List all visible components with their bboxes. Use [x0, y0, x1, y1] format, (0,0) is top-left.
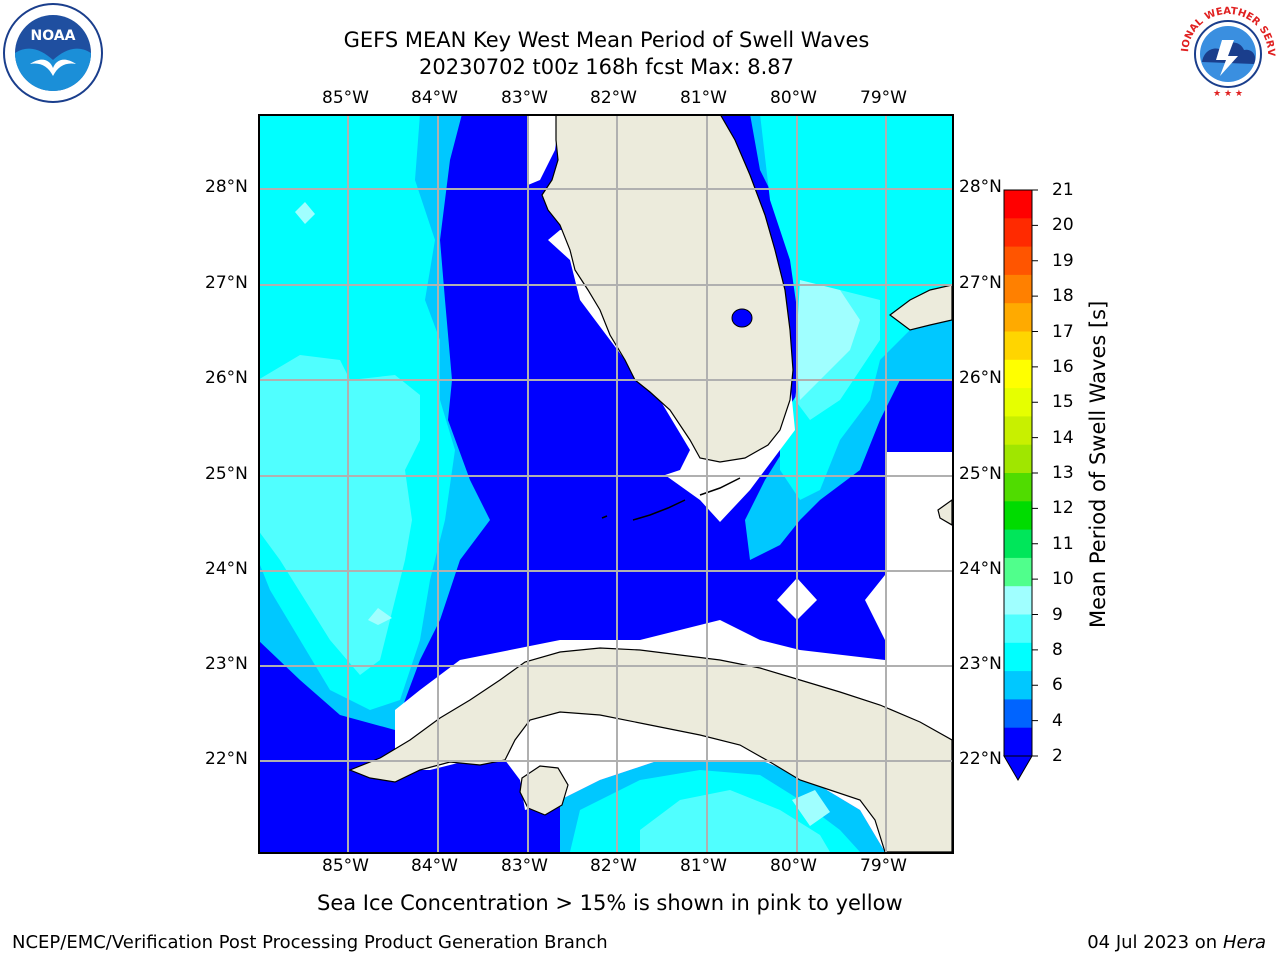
lat-label-left: 23°N [205, 654, 248, 674]
colorbar-tick-label: 20 [1052, 215, 1074, 236]
lon-label-bottom: 83°W [501, 856, 548, 876]
noaa-logo-text: NOAA [31, 28, 76, 44]
lon-label-top: 81°W [680, 88, 727, 108]
colorbar-swatches [1003, 189, 1038, 781]
lat-label-left: 28°N [205, 177, 248, 197]
chart-title-line2: 20230702 t00z 168h fcst Max: 8.87 [419, 55, 794, 79]
colorbar-tick-label: 2 [1052, 746, 1063, 766]
swell-field-8-9 [260, 290, 880, 852]
colorbar-swatch [1004, 444, 1032, 474]
lat-label-right: 27°N [959, 273, 1002, 293]
lat-label-right: 25°N [959, 464, 1002, 484]
colorbar-swatch [1004, 529, 1032, 559]
colorbar-tick-label: 6 [1052, 675, 1063, 696]
land-cuba [348, 647, 952, 852]
colorbar-swatch [1004, 359, 1032, 389]
land-bahamas [889, 284, 952, 526]
colorbar-title: Mean Period of Swell Waves [s] [1086, 300, 1110, 628]
svg-text:★ ★ ★: ★ ★ ★ [1213, 89, 1243, 99]
colorbar-swatch [1004, 614, 1032, 644]
colorbar-swatch [1004, 671, 1032, 700]
colorbar-tick-label: 15 [1052, 392, 1074, 413]
colorbar-swatch [1004, 727, 1032, 757]
lake-okeechobee [731, 308, 753, 328]
colorbar-swatch [1004, 557, 1032, 587]
colorbar-tick-label: 13 [1052, 463, 1074, 483]
lat-label-right: 28°N [959, 177, 1002, 197]
map-panel [258, 114, 954, 854]
footer-date: 04 Jul 2023 on [1087, 932, 1223, 953]
nws-logo-icon: NATIONAL WEATHER SERVICE ★ ★ ★ [1178, 4, 1278, 104]
footer-host: Hera [1222, 932, 1266, 953]
colorbar-swatch [1004, 303, 1032, 332]
colorbar-tick-label: 16 [1052, 356, 1074, 377]
colorbar-tick-label: 9 [1052, 604, 1063, 625]
lon-label-bottom: 85°W [322, 856, 369, 876]
chart-title-line1: GEFS MEAN Key West Mean Period of Swell … [343, 28, 870, 52]
colorbar-swatch [1004, 586, 1032, 615]
colorbar-tick-label: 10 [1052, 569, 1074, 590]
lat-label-left: 24°N [205, 559, 248, 579]
noaa-logo-icon: NOAA [2, 2, 104, 104]
colorbar-swatch [1004, 331, 1032, 361]
colorbar-tick-label: 12 [1052, 498, 1074, 519]
land-isla-juventud [519, 765, 569, 816]
colorbar-swatch [1004, 274, 1032, 304]
colorbar-tick-label: 18 [1052, 286, 1074, 307]
swell-period-map [260, 116, 952, 852]
land-florida [541, 116, 794, 463]
lat-label-right: 26°N [959, 368, 1002, 388]
lon-label-top: 85°W [322, 88, 369, 108]
lat-label-left: 27°N [205, 273, 248, 293]
colorbar-tick-label: 11 [1052, 533, 1074, 554]
colorbar-tick-label: 14 [1052, 427, 1074, 448]
colorbar-tick-label: 19 [1052, 250, 1074, 271]
lon-label-top: 84°W [411, 88, 458, 108]
lat-label-right: 23°N [959, 654, 1002, 674]
lon-label-bottom: 79°W [860, 856, 907, 876]
colorbar-swatch [1004, 218, 1032, 248]
footer-left: NCEP/EMC/Verification Post Processing Pr… [12, 932, 608, 953]
lon-label-bottom: 84°W [411, 856, 458, 876]
colorbar-extend-arrow [1003, 755, 1033, 781]
lon-label-bottom: 82°W [590, 856, 637, 876]
colorbar-tick-label: 4 [1052, 710, 1063, 731]
lat-label-left: 26°N [205, 368, 248, 388]
colorbar-swatch [1004, 699, 1032, 729]
colorbar-tick-label: 8 [1052, 639, 1063, 660]
colorbar-ticks: 21 20 19 18 17 16 15 14 13 12 11 10 9 8 6 4 2 [1052, 180, 1092, 780]
colorbar-swatch [1004, 416, 1032, 446]
map-gridlines [260, 116, 952, 852]
lat-label-left: 22°N [205, 749, 248, 769]
lon-label-top: 83°W [501, 88, 548, 108]
colorbar-swatch [1004, 473, 1032, 502]
swell-field-4-6 [260, 116, 952, 852]
lon-label-top: 80°W [770, 88, 817, 108]
colorbar-swatch [1004, 190, 1032, 219]
colorbar-swatch [1004, 642, 1032, 672]
lat-label-right: 24°N [959, 559, 1002, 579]
colorbar-tick-label: 21 [1052, 180, 1074, 200]
colorbar-swatch [1004, 246, 1032, 276]
colorbar [1000, 186, 1040, 786]
colorbar-swatch [1004, 501, 1032, 531]
lat-label-right: 22°N [959, 749, 1002, 769]
lon-label-top: 79°W [860, 88, 907, 108]
colorbar-swatch [1004, 388, 1032, 417]
lat-label-left: 25°N [205, 464, 248, 484]
lon-label-top: 82°W [590, 88, 637, 108]
sea-ice-note: Sea Ice Concentration > 15% is shown in … [317, 891, 903, 915]
colorbar-tick-label: 17 [1052, 321, 1074, 342]
lon-label-bottom: 81°W [680, 856, 727, 876]
footer-right: 04 Jul 2023 on Hera [1087, 932, 1266, 953]
lon-label-bottom: 80°W [770, 856, 817, 876]
